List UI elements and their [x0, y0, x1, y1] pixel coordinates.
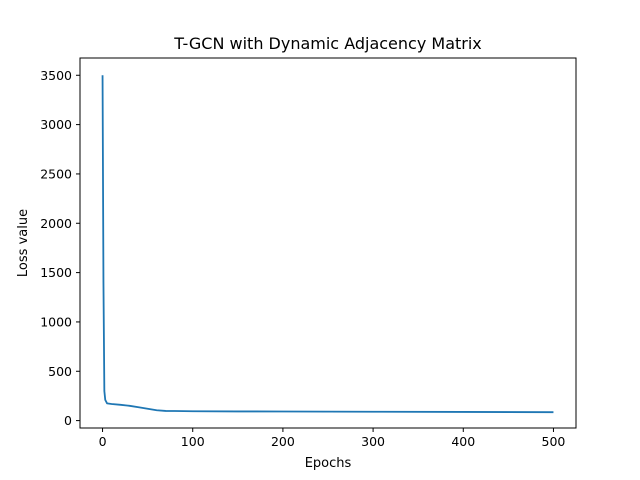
x-tick-label: 500 — [542, 434, 566, 449]
y-tick-label: 3000 — [40, 117, 72, 132]
y-tick-label: 2000 — [40, 216, 72, 231]
plot-area — [101, 75, 554, 414]
y-tick-label: 1500 — [40, 265, 72, 280]
y-tick-label: 500 — [48, 364, 72, 379]
x-tick-label: 300 — [361, 434, 385, 449]
plot-frame — [79, 57, 577, 429]
axis-ticks: 0 100 200 300 400 500 0 500 1000 1500 2000 2500 3000… — [40, 68, 565, 449]
y-tick-label: 2500 — [40, 166, 72, 181]
chart-title: T-GCN with Dynamic Adjacency Matrix — [173, 34, 482, 53]
x-tick-label: 200 — [271, 434, 295, 449]
y-tick-label: 0 — [64, 413, 72, 428]
y-tick-label: 3500 — [40, 68, 72, 83]
x-tick-label: 100 — [181, 434, 205, 449]
x-axis-label: Epochs — [305, 456, 352, 471]
y-axis-label: Loss value — [16, 209, 31, 277]
x-tick-label: 0 — [99, 434, 107, 449]
series-line-0 — [101, 75, 554, 414]
y-tick-label: 1000 — [40, 314, 72, 329]
x-tick-label: 400 — [451, 434, 475, 449]
